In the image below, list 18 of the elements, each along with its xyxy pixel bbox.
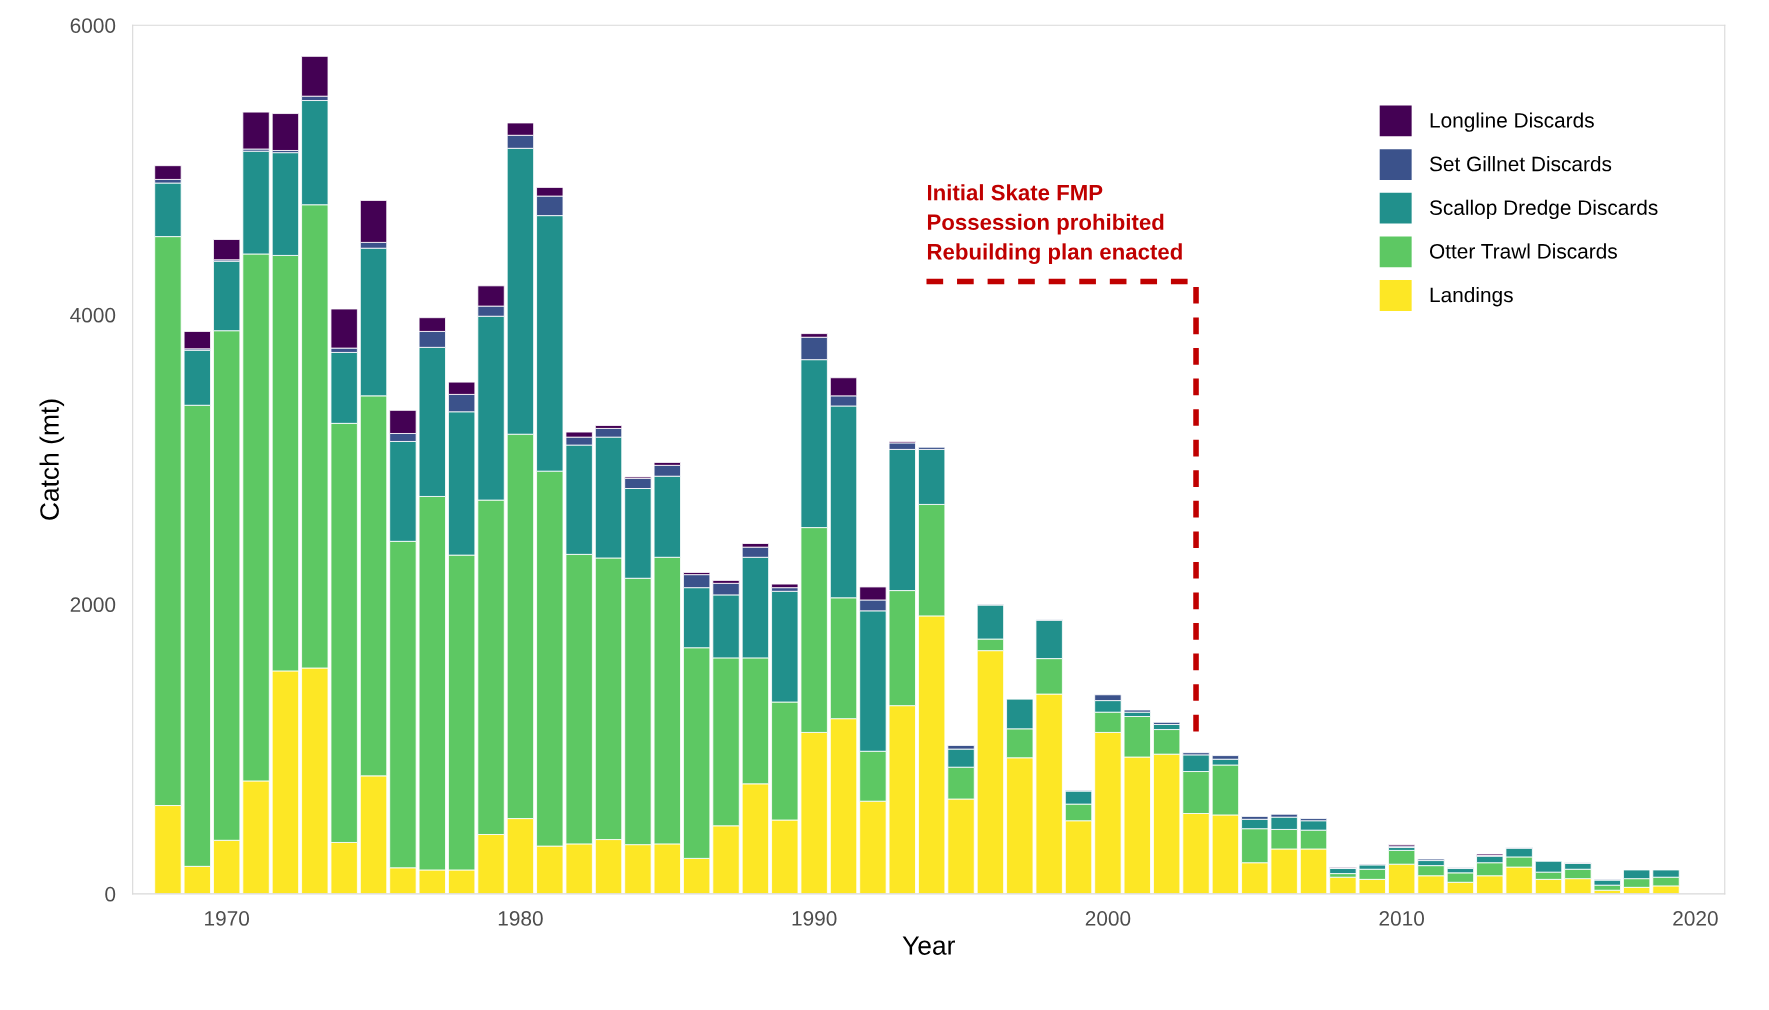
x-axis-title: Year — [902, 936, 955, 955]
legend-label: Set Gillnet Discards — [1429, 156, 1612, 172]
x-tick-label: 2020 — [1673, 911, 1718, 926]
x-tick-label: 1970 — [205, 911, 250, 926]
y-tick-label: 4000 — [70, 307, 116, 323]
legend-label: Longline Discards — [1430, 112, 1594, 132]
legend-label: Landings — [1430, 287, 1513, 307]
x-tick-label: 2010 — [1379, 911, 1425, 926]
y-tick-label: 0 — [105, 886, 116, 902]
y-tick-label: 2000 — [70, 597, 116, 613]
y-axis-title: Catch (mt) — [39, 399, 65, 520]
legend-label: Scallop Dredge Discards — [1429, 199, 1658, 220]
x-tick-label: 1990 — [792, 911, 837, 926]
annotation: Initial Skate FMP Possession prohibited Rebuilding plan enacted — [927, 184, 1182, 265]
y-tick-label: 6000 — [70, 18, 116, 33]
legend-label: Otter Trawl Discards — [1429, 243, 1617, 259]
x-tick-label: 2000 — [1085, 911, 1131, 926]
x-tick-label: 1980 — [498, 911, 543, 926]
